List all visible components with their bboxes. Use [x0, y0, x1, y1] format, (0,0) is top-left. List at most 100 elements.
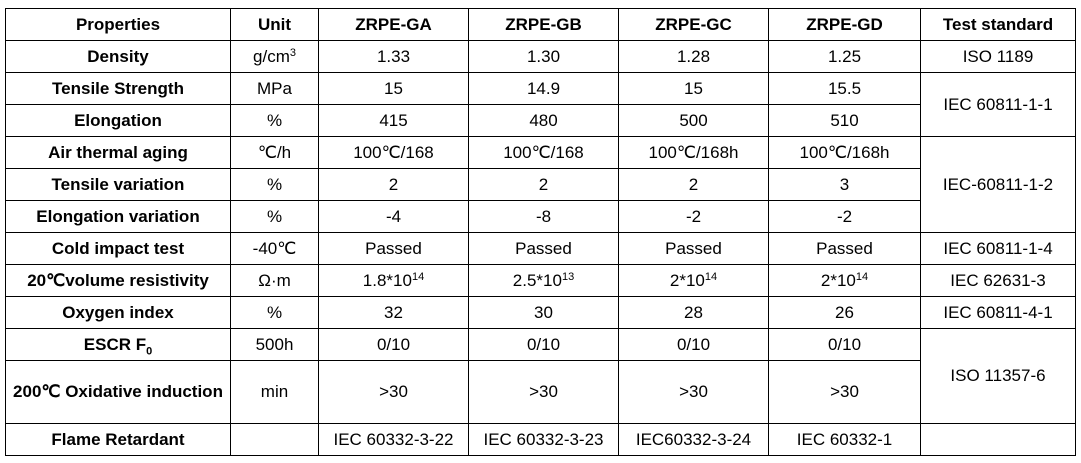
value-cell: 2*1014 [768, 264, 921, 297]
property-cell: Density [5, 40, 231, 73]
value-cell: 32 [318, 296, 469, 329]
value-cell: >30 [768, 360, 921, 424]
row: Density g/cm3 1.33 1.30 1.28 1.25 ISO 1189 [5, 40, 1076, 73]
value-cell: -4 [318, 200, 469, 233]
value-cell: 1.33 [318, 40, 469, 73]
value-cell: 1.28 [618, 40, 769, 73]
row: Elongation% 415 480 500 510 [5, 104, 1076, 137]
property-cell: Cold impact test [5, 232, 231, 265]
value-cell: 480 [468, 104, 619, 137]
standard-cell: IEC-60811-1-2 [920, 136, 1076, 233]
subscript: 0 [146, 344, 153, 357]
value-cell: 2 [318, 168, 469, 201]
value-cell: -2 [618, 200, 769, 233]
row: Tensile variation% 2 2 2 3 [5, 168, 1076, 201]
property-cell: Oxygen index [5, 296, 231, 329]
unit-cell: -40℃ [230, 232, 319, 265]
header-cell: Properties [5, 8, 231, 41]
unit-cell: Ω·m [230, 264, 319, 297]
properties-table: Properties Unit ZRPE-GA ZRPE-GB ZRPE-GC … [5, 8, 1076, 456]
value-cell: 3 [768, 168, 921, 201]
header-cell: Unit [230, 8, 319, 41]
value-cell: -2 [768, 200, 921, 233]
standard-cell: IEC 60811-4-1 [920, 296, 1076, 329]
row: Air thermal aging ℃/h 100℃/168 100℃/168 100℃… [5, 136, 1076, 233]
unit-cell: min [230, 360, 319, 424]
standard-cell [920, 423, 1076, 456]
value-cell: Passed [768, 232, 921, 265]
row: Tensile Strength MPa 15 14.9 15 15.5 IEC 60811… [5, 72, 1076, 137]
superscript: 14 [411, 270, 425, 283]
cell-text: 2.5*10 [512, 270, 562, 290]
cell-text: 2*10 [669, 270, 705, 290]
standard-cell: IEC 62631-3 [920, 264, 1076, 297]
value-cell: 0/10 [318, 328, 469, 361]
unit-cell: % [230, 168, 319, 201]
value-cell: >30 [318, 360, 469, 424]
property-cell: ESCR F0 [5, 328, 231, 361]
value-cell: 14.9 [468, 72, 619, 105]
value-cell: 100℃/168 [468, 136, 619, 169]
property-cell: Flame Retardant [5, 423, 231, 456]
value-cell: 28 [618, 296, 769, 329]
value-cell: 100℃/168h [768, 136, 921, 169]
superscript: 14 [704, 270, 718, 283]
standard-cell: ISO 1189 [920, 40, 1076, 73]
unit-cell: MPa [230, 72, 319, 105]
value-cell: 510 [768, 104, 921, 137]
value-cell: >30 [618, 360, 769, 424]
unit-cell [230, 423, 319, 456]
property-cell: Tensile Strength [5, 72, 231, 105]
cell-text: ESCR F [83, 334, 147, 354]
value-cell: 100℃/168h [618, 136, 769, 169]
value-cell: IEC 60332-3-23 [468, 423, 619, 456]
cell-text: 1.8*10 [362, 270, 412, 290]
value-cell: >30 [468, 360, 619, 424]
unit-cell: 500h [230, 328, 319, 361]
property-cell: Elongation variation [5, 200, 231, 233]
value-cell: 415 [318, 104, 469, 137]
row: Oxygen index% 32 30 28 26 IEC 60811-4-1 [5, 296, 1076, 329]
value-cell: IEC 60332-3-22 [318, 423, 469, 456]
unit-cell: % [230, 104, 319, 137]
value-cell: 2*1014 [618, 264, 769, 297]
value-cell: Passed [618, 232, 769, 265]
value-cell: -8 [468, 200, 619, 233]
value-cell: 15 [618, 72, 769, 105]
row: Flame Retardant IEC 60332-3-22 IEC 60332-3… [5, 423, 1076, 456]
superscript: 13 [561, 270, 575, 283]
value-cell: 1.8*1014 [318, 264, 469, 297]
property-cell: 200℃ Oxidative induction [5, 360, 231, 424]
value-cell: 26 [768, 296, 921, 329]
value-cell: Passed [468, 232, 619, 265]
row: 20℃volume resistivity Ω·m 1.8*1014 2.5*1013… [5, 264, 1076, 297]
header-cell: ZRPE-GD [768, 8, 921, 41]
value-cell: 0/10 [468, 328, 619, 361]
header-row: Properties Unit ZRPE-GA ZRPE-GB ZRPE-GC … [5, 8, 1076, 41]
standard-cell: IEC 60811-1-1 [920, 72, 1076, 137]
unit-cell: ℃/h [230, 136, 319, 169]
value-cell: 1.25 [768, 40, 921, 73]
superscript: 14 [855, 270, 869, 283]
standard-cell: IEC 60811-1-4 [920, 232, 1076, 265]
header-cell: ZRPE-GC [618, 8, 769, 41]
property-cell: Elongation [5, 104, 231, 137]
value-cell: 30 [468, 296, 619, 329]
value-cell: 2 [468, 168, 619, 201]
value-cell: IEC60332-3-24 [618, 423, 769, 456]
row: ESCR F0 500h 0/10 0/10 0/10 0/10 ISO 11357-6 [5, 328, 1076, 424]
row: Elongation variation% -4 -8 -2 -2 [5, 200, 1076, 233]
standard-cell: ISO 11357-6 [920, 328, 1076, 424]
row: Cold impact test -40℃ Passed Passed Passed Pa… [5, 232, 1076, 265]
row: 200℃ Oxidative induction min >30 >30 >30 >30 [5, 360, 1076, 424]
superscript: 3 [289, 46, 296, 59]
unit-cell: g/cm3 [230, 40, 319, 73]
property-cell: Tensile variation [5, 168, 231, 201]
header-cell: ZRPE-GB [468, 8, 619, 41]
unit-cell: % [230, 296, 319, 329]
property-cell: Air thermal aging [5, 136, 231, 169]
header-cell: ZRPE-GA [318, 8, 469, 41]
value-cell: 15.5 [768, 72, 921, 105]
value-cell: Passed [318, 232, 469, 265]
value-cell: 0/10 [618, 328, 769, 361]
